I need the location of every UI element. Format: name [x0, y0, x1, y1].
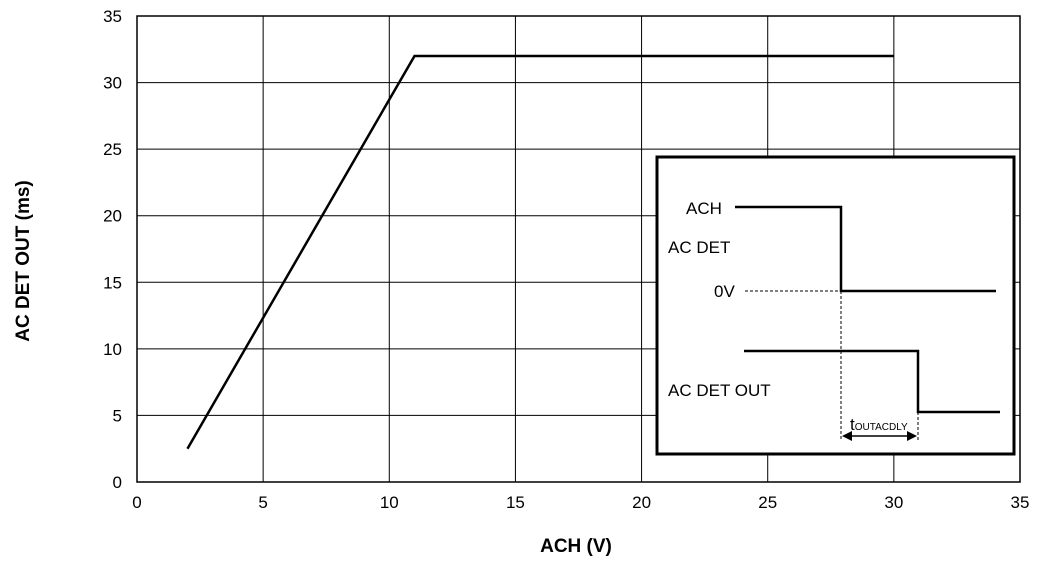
inset-delay-arrowhead-right	[907, 431, 917, 441]
x-tick-label: 35	[1011, 493, 1030, 512]
y-tick-label: 20	[103, 207, 122, 226]
inset-timing-diagram: ACH AC DET 0V AC DET OUT tOUTACDLY	[655, 155, 1016, 456]
x-tick-label: 20	[632, 493, 651, 512]
x-tick-label: 10	[380, 493, 399, 512]
inset-delay-label: tOUTACDLY	[850, 415, 908, 434]
inset-acdetout-waveform	[744, 349, 1000, 414]
y-tick-label: 0	[113, 473, 122, 492]
x-tick-label: 30	[884, 493, 903, 512]
inset-delay-arrowhead-left	[842, 431, 852, 441]
inset-delay-label-main: t	[850, 415, 855, 434]
y-tick-label: 15	[103, 273, 122, 292]
inset-ach-label: ACH	[686, 199, 722, 218]
x-axis-title: ACH (V)	[540, 536, 612, 557]
plot-frame	[136, 15, 1021, 483]
y-tick-label: 25	[103, 140, 122, 159]
y-tick-label: 30	[103, 74, 122, 93]
y-axis-title: AC DET OUT (ms)	[13, 180, 34, 342]
y-tick-label: 10	[103, 340, 122, 359]
series-layer	[186, 54, 894, 450]
y-tick-label: 35	[103, 7, 122, 26]
inset-zero-label: 0V	[714, 282, 735, 301]
y-tick-label: 5	[113, 406, 122, 425]
series-line-0	[186, 54, 894, 450]
x-tick-label: 15	[506, 493, 525, 512]
inset-delay-label-sub: OUTACDLY	[855, 422, 908, 433]
inset-acdetout-label: AC DET OUT	[668, 381, 771, 400]
inset-acdet-waveform	[735, 205, 996, 293]
inset-acdet-label: AC DET	[668, 238, 730, 257]
x-tick-label: 0	[132, 493, 141, 512]
y-tick-labels: 0 5 10 15 20 25 30 35	[103, 7, 122, 492]
x-tick-label: 5	[258, 493, 267, 512]
x-tick-labels: 0 5 10 15 20 25 30 35	[132, 493, 1029, 512]
x-tick-label: 25	[758, 493, 777, 512]
